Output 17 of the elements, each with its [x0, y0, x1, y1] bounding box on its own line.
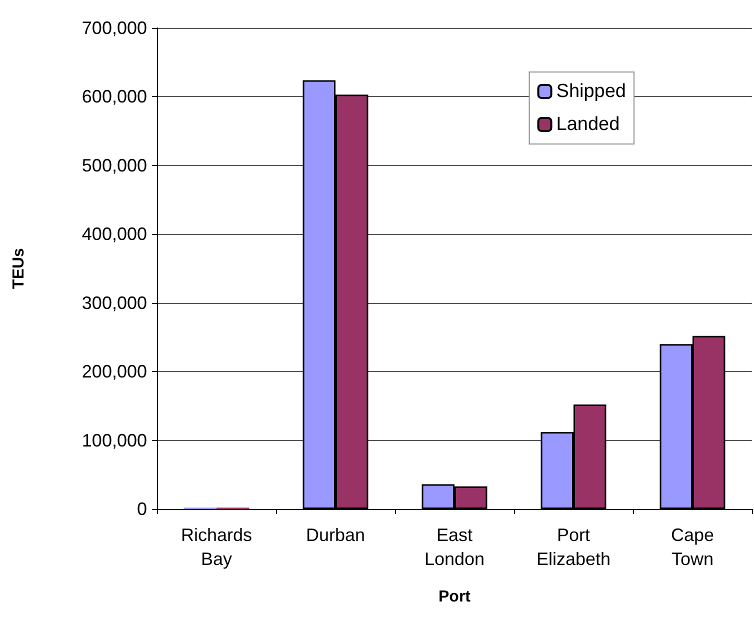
x-tick-label: Richards Bay — [180, 525, 252, 569]
y-tick-label: 100,000 — [82, 430, 147, 450]
y-tick-label: 500,000 — [82, 155, 147, 176]
x-tick-label: Durban — [306, 525, 366, 545]
y-tick-label: 200,000 — [82, 362, 147, 382]
y-tick-label: 400,000 — [82, 224, 147, 244]
y-tick-label: 600,000 — [82, 86, 147, 107]
x-tick-label: Port Elizabeth — [536, 525, 611, 569]
x-tick-label: East London — [424, 525, 485, 569]
legend-label: Shipped — [556, 81, 626, 102]
legend-label: Landed — [556, 114, 620, 135]
y-axis-title: TEUs — [10, 248, 28, 289]
y-tick-label: 700,000 — [82, 18, 147, 38]
x-axis-title: Port — [438, 588, 472, 606]
y-tick-label: 300,000 — [82, 292, 147, 313]
x-tick-label: Cape Town — [670, 525, 714, 569]
y-tick-label: 0 — [136, 499, 147, 519]
